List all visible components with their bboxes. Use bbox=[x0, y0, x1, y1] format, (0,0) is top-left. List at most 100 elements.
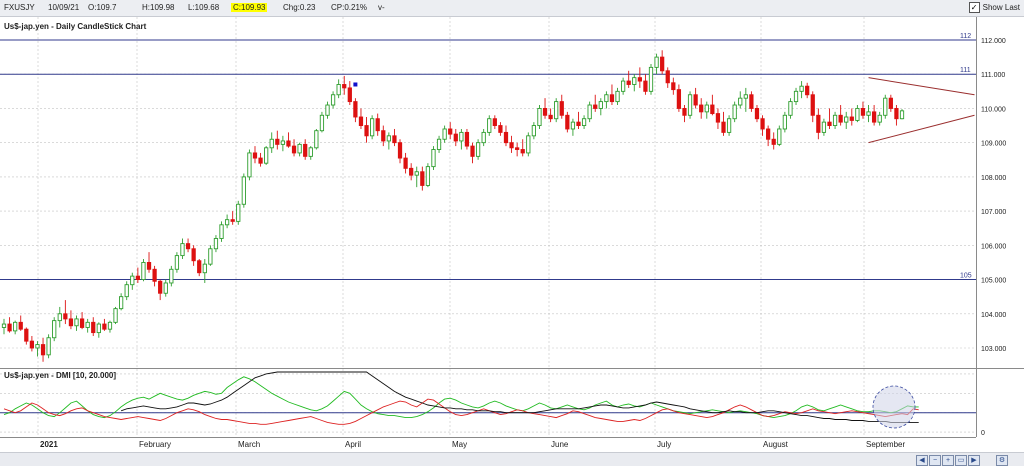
dmi-series bbox=[3, 371, 919, 425]
candle-body bbox=[487, 118, 492, 133]
candle-body bbox=[632, 77, 637, 85]
candle-body bbox=[247, 152, 252, 178]
candle-body bbox=[866, 111, 871, 116]
candle-body bbox=[810, 94, 815, 116]
candle-body bbox=[146, 261, 152, 270]
fit-icon[interactable]: ▭ bbox=[955, 455, 967, 466]
dmi-line-2 bbox=[120, 371, 919, 423]
price-panel-bg bbox=[0, 17, 976, 368]
candle-body bbox=[676, 89, 682, 109]
candle-body bbox=[726, 118, 732, 133]
candle-body bbox=[314, 130, 319, 149]
candle-body bbox=[303, 143, 308, 157]
symbol-label: FXUSJY bbox=[4, 3, 35, 12]
x-month-label: April bbox=[345, 440, 361, 449]
candle-body bbox=[531, 125, 536, 137]
date-label: 10/09/21 bbox=[48, 3, 80, 12]
candle-body bbox=[119, 296, 124, 310]
candle-body bbox=[570, 121, 576, 130]
candle-body bbox=[169, 268, 174, 284]
x-month-label: May bbox=[452, 440, 467, 449]
candle-body bbox=[386, 135, 391, 142]
candle-body bbox=[213, 238, 219, 250]
horizontal-levels: 112 111 105 bbox=[0, 33, 976, 281]
candle-body bbox=[498, 125, 503, 133]
show-last-toggle[interactable]: ✓ Show Last bbox=[968, 2, 1020, 13]
checkbox-checked-icon[interactable]: ✓ bbox=[968, 2, 980, 13]
candle-body bbox=[381, 130, 386, 142]
candle-body bbox=[414, 171, 419, 176]
candle-body bbox=[163, 282, 168, 294]
change-pct-value: CP:0.21% bbox=[331, 3, 368, 12]
low-value: L:109.68 bbox=[188, 3, 220, 12]
x-month-label: September bbox=[866, 440, 905, 449]
candle-body bbox=[899, 110, 905, 120]
candle-body bbox=[269, 138, 274, 149]
candle-body bbox=[442, 128, 447, 140]
options-dropdown[interactable]: v- bbox=[378, 3, 385, 12]
candle-body bbox=[671, 82, 676, 91]
candle-body bbox=[816, 114, 821, 133]
candle-body bbox=[609, 94, 615, 103]
open-value: O:109.7 bbox=[88, 3, 117, 12]
zoom-in-icon[interactable]: + bbox=[942, 455, 954, 466]
candle-body bbox=[604, 94, 609, 103]
candle-body bbox=[280, 140, 286, 145]
highlight-circle bbox=[872, 385, 916, 429]
candle-body bbox=[620, 80, 626, 92]
x-month-label: June bbox=[551, 440, 569, 449]
y-tick-label: 104.000 bbox=[981, 312, 1006, 319]
scroll-right-icon[interactable]: ▶ bbox=[968, 455, 980, 466]
dmi-y-tick-label: 0 bbox=[981, 430, 985, 437]
triangle-pattern bbox=[868, 77, 975, 144]
candle-body bbox=[459, 131, 464, 142]
candle-body bbox=[693, 94, 698, 106]
candle-body bbox=[24, 328, 29, 342]
settings-icon[interactable]: ⚙ bbox=[996, 455, 1008, 466]
scroll-left-icon[interactable]: ◀ bbox=[916, 455, 928, 466]
candle-body bbox=[275, 138, 280, 145]
candle-body bbox=[832, 114, 838, 127]
candle-body bbox=[7, 323, 12, 332]
candle-body bbox=[353, 101, 358, 118]
zoom-out-icon[interactable]: − bbox=[929, 455, 941, 466]
candle-body bbox=[855, 107, 860, 121]
show-last-label: Show Last bbox=[982, 3, 1020, 12]
candle-body bbox=[838, 114, 843, 123]
candle-body bbox=[208, 248, 213, 265]
candle-body bbox=[464, 131, 470, 147]
candle-body bbox=[180, 243, 185, 257]
candle-body bbox=[581, 118, 587, 127]
candle-body bbox=[710, 104, 715, 115]
candle-body bbox=[738, 97, 743, 106]
candle-body bbox=[68, 318, 74, 327]
candle-body bbox=[431, 149, 436, 168]
candle-body bbox=[224, 219, 230, 226]
candle-body bbox=[113, 308, 118, 323]
candle-body bbox=[509, 142, 514, 149]
candle-body bbox=[537, 107, 542, 127]
candle-body bbox=[74, 318, 79, 327]
candle-body bbox=[124, 284, 129, 298]
candle-body bbox=[660, 56, 665, 72]
change-value: Chg:0.23 bbox=[283, 3, 316, 12]
candle-body bbox=[91, 321, 96, 334]
candle-body bbox=[1, 323, 7, 328]
candle-body bbox=[420, 171, 425, 186]
candle-body bbox=[766, 128, 771, 140]
candle-body bbox=[894, 107, 899, 120]
candle-body bbox=[336, 84, 341, 96]
candle-body bbox=[425, 166, 431, 186]
candle-body bbox=[860, 107, 866, 116]
candle-body bbox=[827, 121, 832, 127]
candle-body bbox=[760, 118, 765, 130]
candle-body bbox=[35, 344, 40, 349]
candle-body bbox=[409, 167, 414, 176]
candle-body bbox=[687, 94, 693, 116]
candle-body bbox=[202, 263, 207, 274]
candle-body bbox=[777, 128, 782, 145]
x-axis-labels: 2021 February March April May June July August S… bbox=[40, 440, 905, 449]
candle-body bbox=[241, 176, 246, 205]
candle-body bbox=[230, 219, 235, 222]
y-tick-label: 112.000 bbox=[981, 38, 1006, 45]
